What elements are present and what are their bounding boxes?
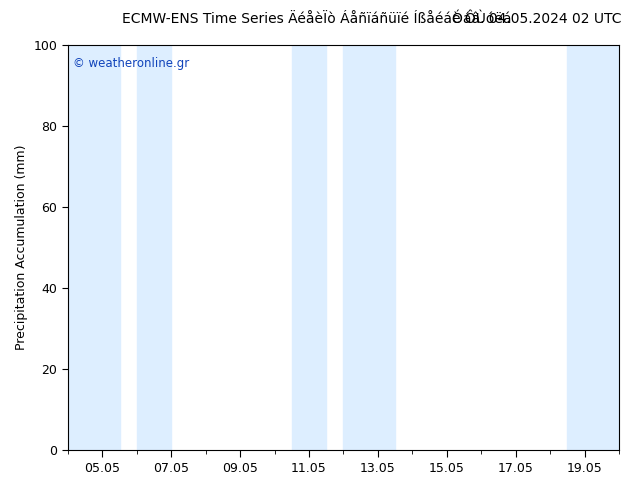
Bar [292,45,327,450]
Bar [137,45,171,450]
Bar [344,45,395,450]
Bar [567,45,619,450]
Text: ECMW-ENS Time Series ÄéåèÏò Áåñïáñüïé Íßåéáè ÔÙóëá: ECMW-ENS Time Series ÄéåèÏò Áåñïáñüïé Íß… [122,12,512,26]
Y-axis label: Precipitation Accumulation (mm): Precipitation Accumulation (mm) [15,145,28,350]
Bar [68,45,120,450]
Text: © weatheronline.gr: © weatheronline.gr [74,57,190,70]
Text: Óáâ. 04.05.2024 02 UTC: Óáâ. 04.05.2024 02 UTC [452,12,621,26]
